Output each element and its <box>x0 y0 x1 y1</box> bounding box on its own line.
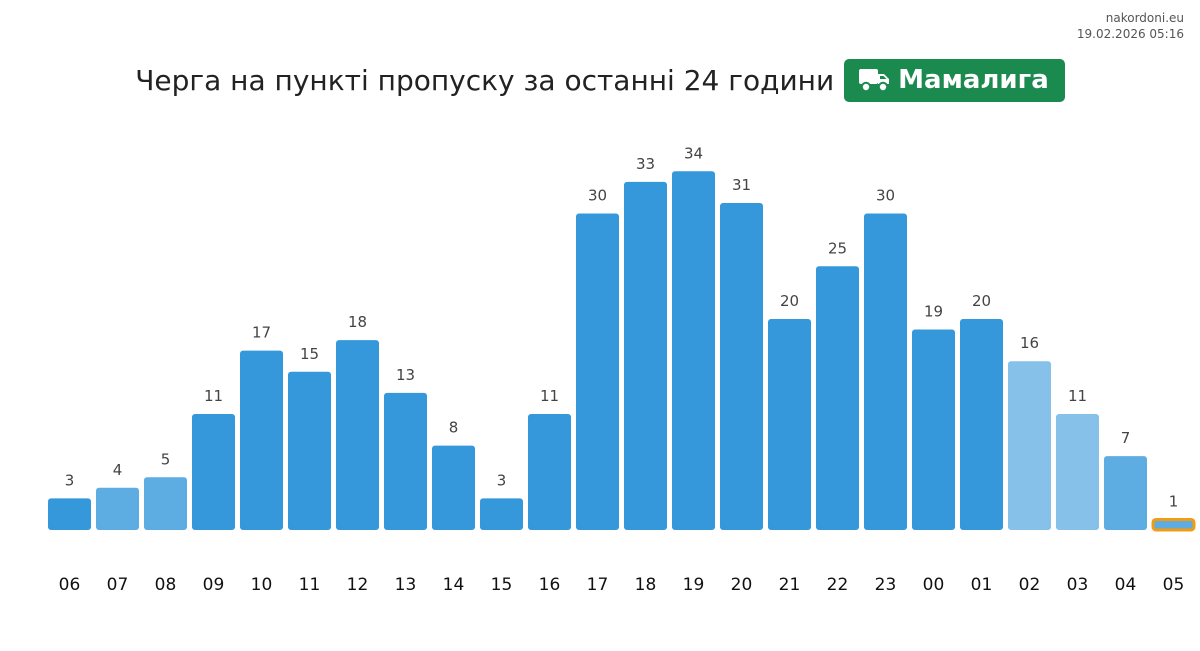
bar-02 <box>1008 361 1051 530</box>
x-tick-20: 20 <box>731 575 753 595</box>
x-tick-11: 11 <box>299 575 321 595</box>
x-tick-13: 13 <box>395 575 417 595</box>
value-label-14: 8 <box>449 419 459 437</box>
bar-21 <box>768 319 811 530</box>
bar-20 <box>720 202 763 530</box>
value-label-08: 5 <box>161 450 171 468</box>
value-label-15: 3 <box>497 471 507 489</box>
value-label-02: 16 <box>1020 334 1039 352</box>
value-label-22: 25 <box>828 239 847 257</box>
x-tick-18: 18 <box>635 575 657 595</box>
bar-11 <box>288 371 331 530</box>
value-label-19: 34 <box>684 144 703 162</box>
value-label-09: 11 <box>204 387 223 405</box>
value-label-21: 20 <box>780 292 799 310</box>
bar-07 <box>96 487 139 530</box>
value-label-01: 20 <box>972 292 991 310</box>
value-label-07: 4 <box>113 461 123 479</box>
x-tick-14: 14 <box>443 575 465 595</box>
source-timestamp: 19.02.2026 05:16 <box>1076 27 1184 41</box>
value-label-23: 30 <box>876 187 895 205</box>
x-tick-16: 16 <box>539 575 561 595</box>
x-tick-00: 00 <box>923 575 945 595</box>
bar-04 <box>1104 456 1147 530</box>
x-tick-12: 12 <box>347 575 369 595</box>
bar-00 <box>912 329 955 530</box>
value-label-20: 31 <box>732 176 751 194</box>
bar-10 <box>240 350 283 530</box>
value-label-03: 11 <box>1068 387 1087 405</box>
x-tick-22: 22 <box>827 575 849 595</box>
bar-17 <box>576 213 619 530</box>
bar-12 <box>336 340 379 530</box>
x-tick-04: 04 <box>1115 575 1137 595</box>
source-info: nakordoni.eu 19.02.2026 05:16 <box>1077 10 1184 42</box>
value-label-11: 15 <box>300 345 319 363</box>
checkpoint-name: Мамалига <box>898 65 1049 95</box>
bar-19 <box>672 171 715 531</box>
bar-13 <box>384 392 427 530</box>
chart-header: Черга на пункті пропуску за останні 24 г… <box>0 58 1200 102</box>
bar-15 <box>480 498 523 530</box>
chart-title: Черга на пункті пропуску за останні 24 г… <box>135 63 835 97</box>
value-label-05: 1 <box>1169 492 1179 510</box>
bar-18 <box>624 181 667 530</box>
x-tick-15: 15 <box>491 575 513 595</box>
x-tick-03: 03 <box>1067 575 1089 595</box>
x-tick-21: 21 <box>779 575 801 595</box>
bar-22 <box>816 266 859 530</box>
value-label-06: 3 <box>65 471 75 489</box>
x-tick-06: 06 <box>59 575 81 595</box>
value-label-16: 11 <box>540 387 559 405</box>
x-tick-05: 05 <box>1163 575 1185 595</box>
value-label-17: 30 <box>588 187 607 205</box>
x-tick-23: 23 <box>875 575 897 595</box>
value-label-18: 33 <box>636 155 655 173</box>
x-tick-07: 07 <box>107 575 129 595</box>
x-tick-10: 10 <box>251 575 273 595</box>
checkpoint-badge: Мамалига <box>844 58 1065 102</box>
x-tick-02: 02 <box>1019 575 1041 595</box>
bar-09 <box>192 413 235 530</box>
truck-icon <box>858 67 890 93</box>
value-label-12: 18 <box>348 313 367 331</box>
x-tick-19: 19 <box>683 575 705 595</box>
value-label-13: 13 <box>396 366 415 384</box>
value-label-00: 19 <box>924 303 943 321</box>
bar-03 <box>1056 413 1099 530</box>
bar-01 <box>960 319 1003 530</box>
bar-23 <box>864 213 907 530</box>
bar-14 <box>432 445 475 530</box>
value-label-10: 17 <box>252 324 271 342</box>
x-tick-01: 01 <box>971 575 993 595</box>
x-tick-09: 09 <box>203 575 225 595</box>
x-tick-17: 17 <box>587 575 609 595</box>
bar-16 <box>528 413 571 530</box>
bar-08 <box>144 477 187 530</box>
source-site: nakordoni.eu <box>1105 11 1184 25</box>
value-label-04: 7 <box>1121 429 1131 447</box>
bar-06 <box>48 498 91 530</box>
x-tick-08: 08 <box>155 575 177 595</box>
bar-05 <box>1151 517 1196 532</box>
